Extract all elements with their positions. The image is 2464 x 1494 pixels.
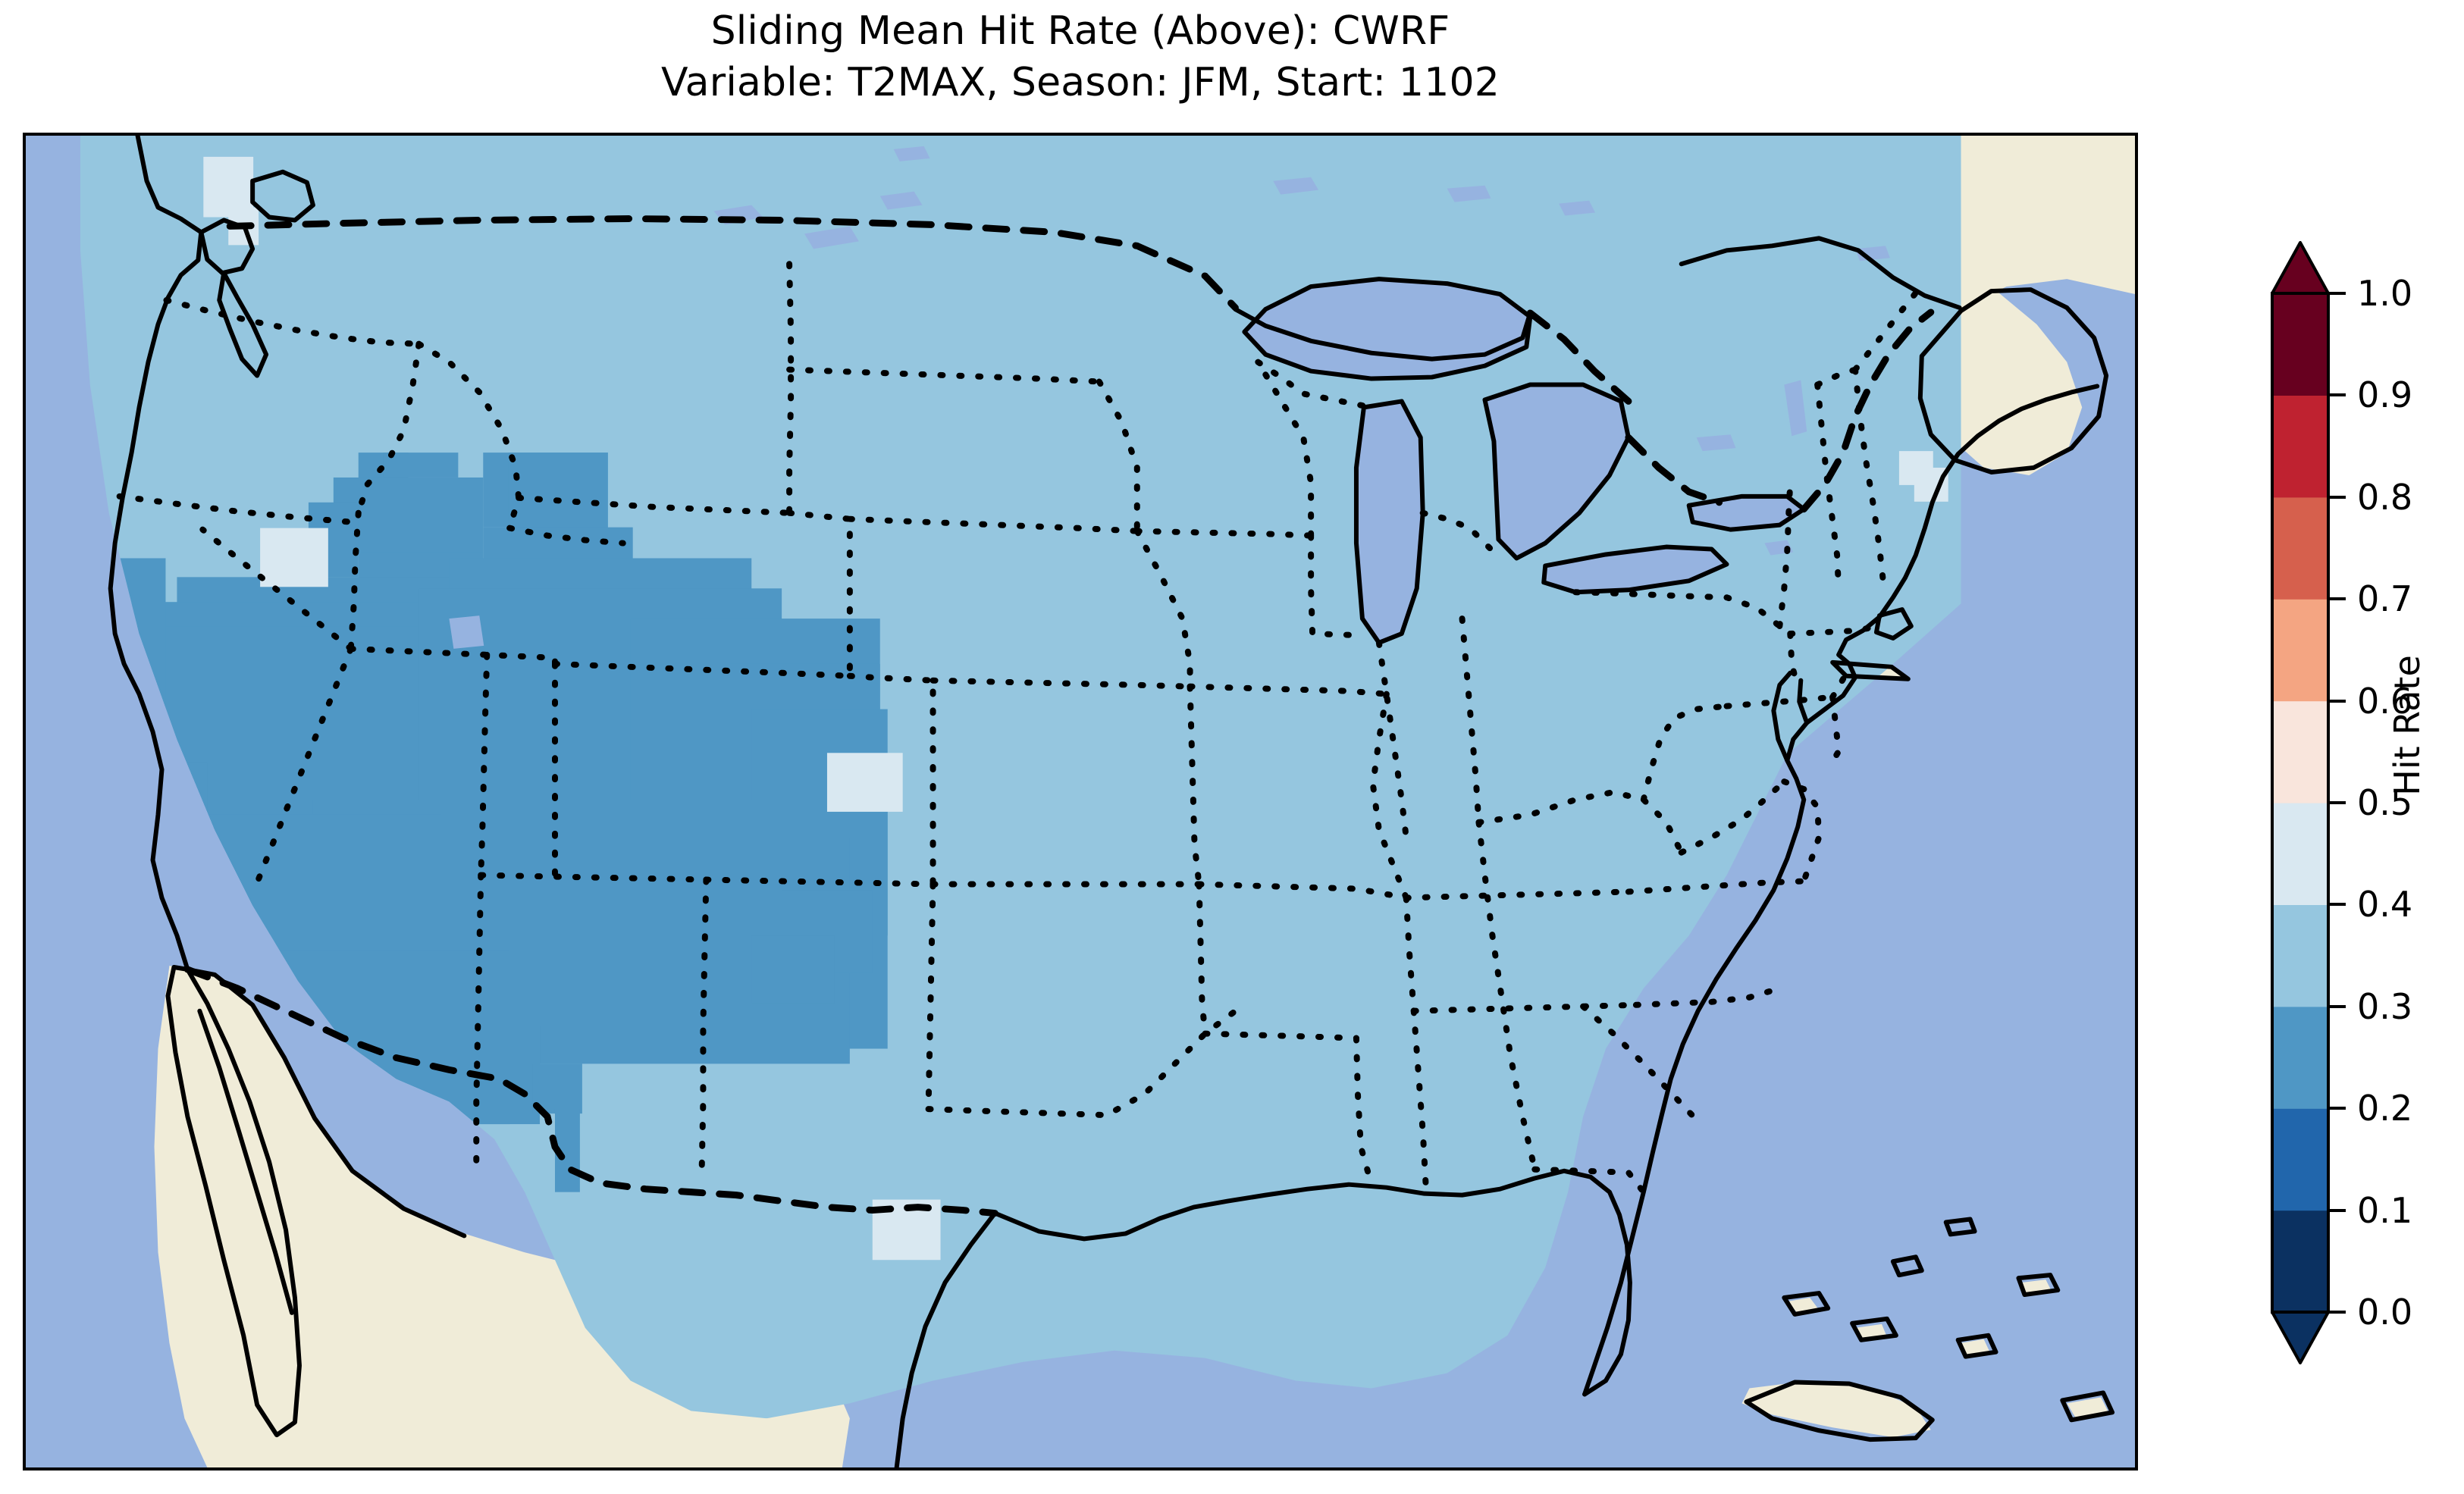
colorbar-tick-label: 0.2 — [2357, 1088, 2413, 1129]
colorbar-swatches — [2271, 241, 2330, 1364]
colorbar-tick-mark — [2330, 699, 2346, 703]
map-plot-area — [26, 136, 2135, 1467]
colorbar-tick-mark — [2330, 393, 2346, 397]
colorbar-tick-mark — [2330, 292, 2346, 295]
colorbar-tick-label: 0.9 — [2357, 374, 2413, 416]
colorbar-tick-label: 0.6 — [2357, 680, 2413, 722]
colorbar-tick-mark — [2330, 1107, 2346, 1110]
colorbar-tick-mark — [2330, 1004, 2346, 1008]
colorbar-tick-mark — [2330, 801, 2346, 804]
colorbar-tick-label: 0.4 — [2357, 884, 2413, 926]
colorbar-tick-label: 0.8 — [2357, 476, 2413, 518]
figure-title: Sliding Mean Hit Rate (Above): CWRF Vari… — [0, 6, 2161, 108]
colorbar-axis-label-wrap: Hit Rate — [2387, 0, 2428, 1494]
colorbar-tick-mark — [2330, 903, 2346, 907]
coastline-layer — [108, 136, 2115, 1467]
colorbar-tick-mark — [2330, 597, 2346, 601]
map-axes — [23, 133, 2138, 1471]
colorbar-tick-mark — [2330, 1311, 2346, 1314]
title-line-1: Sliding Mean Hit Rate (Above): CWRF — [710, 8, 1450, 54]
inland-water-bodies — [449, 146, 1890, 649]
colorbar-tick-mark — [2330, 495, 2346, 499]
colorbar-axis-label: Hit Rate — [2387, 655, 2428, 796]
colorbar-tick-label: 1.0 — [2357, 273, 2413, 314]
band-0.4-0.5 — [203, 156, 1948, 1271]
colorbar-tick-label: 0.3 — [2357, 985, 2413, 1027]
colorbar[interactable]: 0.0 0.1 0.2 0.3 0.4 0.5 0.6 0.7 0.8 0.9 1.0 — [2271, 241, 2412, 1364]
state-borders-layer — [116, 261, 1920, 1195]
colorbar-tick-label: 0.1 — [2357, 1189, 2413, 1231]
title-line-2: Variable: T2MAX, Season: JFM, Start: 110… — [660, 59, 1500, 105]
colorbar-tick-mark — [2330, 1208, 2346, 1212]
colorbar-tick-label: 0.5 — [2357, 782, 2413, 823]
colorbar-ticks: 0.0 0.1 0.2 0.3 0.4 0.5 0.6 0.7 0.8 0.9 1.0 — [2330, 241, 2464, 1364]
colorbar-tick-label: 0.7 — [2357, 578, 2413, 620]
national-border-layer — [183, 215, 1935, 1217]
colorbar-tick-label: 0.0 — [2357, 1292, 2413, 1333]
